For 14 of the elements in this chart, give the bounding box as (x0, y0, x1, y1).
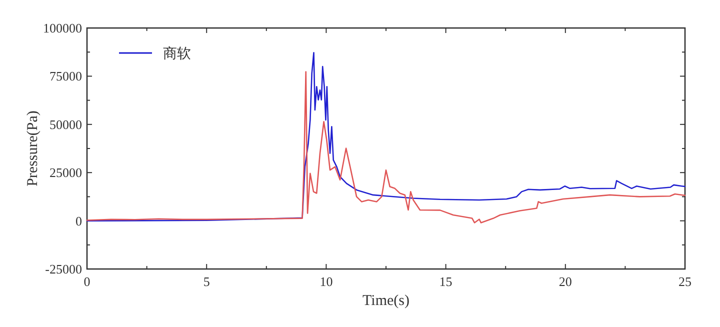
y-tick-label: 100000 (43, 20, 82, 36)
x-tick-label: 10 (320, 274, 333, 289)
x-tick-label: 5 (203, 274, 210, 289)
x-tick-label: 20 (558, 274, 572, 289)
y-axis-title: Pressure(Pa) (25, 110, 41, 186)
y-tick-label: 75000 (50, 68, 82, 84)
legend-label: 商软 (163, 46, 191, 62)
y-tick-label: 25000 (50, 165, 82, 180)
x-axis-title: Time(s) (362, 293, 410, 309)
x-tick-label: 15 (439, 274, 452, 289)
y-tick-label: 0 (76, 213, 82, 228)
x-tick-label: 25 (678, 274, 692, 289)
y-tick-label: -25000 (45, 262, 82, 276)
y-tick-label: 50000 (50, 116, 82, 132)
